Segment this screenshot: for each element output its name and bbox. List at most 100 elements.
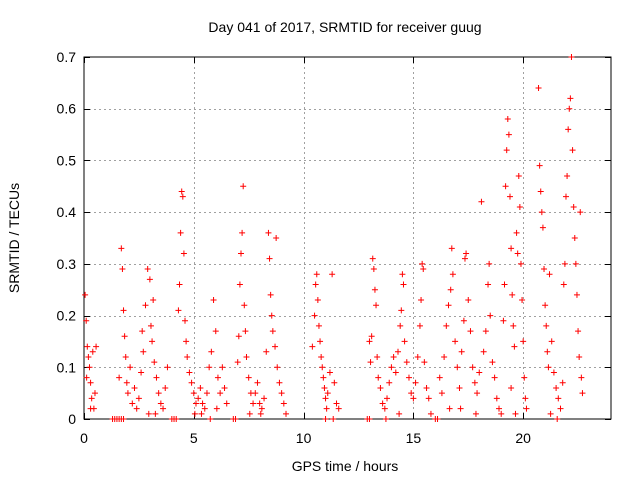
data-point	[438, 390, 445, 397]
data-point	[461, 255, 468, 262]
data-point	[320, 374, 327, 381]
data-point	[160, 405, 167, 412]
data-point	[425, 395, 432, 402]
data-point	[478, 198, 485, 205]
data-point	[173, 416, 180, 422]
data-point	[195, 395, 202, 402]
data-point	[476, 369, 483, 376]
data-point	[179, 193, 186, 200]
data-point	[131, 384, 138, 391]
data-point	[547, 410, 554, 417]
data-point	[313, 271, 320, 278]
data-point	[467, 328, 474, 335]
data-point	[575, 328, 582, 335]
data-point	[278, 390, 285, 397]
data-point	[221, 384, 228, 391]
data-point	[573, 291, 580, 298]
data-point	[412, 379, 419, 386]
x-tick-label: 15	[406, 430, 422, 446]
data-point	[324, 390, 331, 397]
data-point	[263, 348, 270, 355]
data-point	[369, 255, 376, 262]
data-point	[164, 364, 171, 371]
data-point	[509, 291, 516, 298]
data-point	[519, 297, 526, 304]
y-tick-label: 0.6	[57, 101, 77, 117]
data-point	[322, 395, 329, 402]
data-point	[520, 338, 527, 345]
data-point	[388, 364, 395, 371]
y-axis: 0 0.1 0.2 0.3 0.4 0.5 0.6 0.7	[57, 49, 611, 427]
data-point	[276, 379, 283, 386]
data-point	[266, 255, 273, 262]
data-point	[370, 266, 377, 273]
data-point	[543, 322, 550, 329]
data-point	[213, 405, 220, 412]
data-point	[514, 250, 521, 257]
data-point	[121, 333, 128, 340]
data-point	[203, 390, 210, 397]
data-point	[487, 312, 494, 319]
data-point	[274, 364, 281, 371]
data-point	[175, 307, 182, 314]
data-point	[268, 312, 275, 319]
data-point	[283, 410, 290, 417]
data-point	[214, 374, 221, 381]
data-point	[377, 384, 384, 391]
data-point	[280, 400, 287, 407]
data-point	[252, 390, 259, 397]
data-point	[418, 297, 425, 304]
data-point	[182, 317, 189, 324]
data-point	[554, 416, 561, 422]
data-point	[535, 85, 542, 92]
data-point	[400, 281, 407, 288]
data-point	[398, 307, 405, 314]
data-point	[207, 416, 214, 422]
data-point	[472, 410, 479, 417]
data-point	[553, 384, 560, 391]
data-point	[502, 183, 509, 190]
y-tick-label: 0.2	[57, 308, 77, 324]
data-point	[129, 400, 136, 407]
data-point	[88, 395, 95, 402]
data-point	[447, 286, 454, 293]
data-point	[523, 405, 530, 412]
data-point	[538, 209, 545, 216]
data-point	[241, 302, 248, 309]
data-point	[421, 359, 428, 366]
data-point	[559, 379, 566, 386]
data-point	[84, 343, 91, 350]
data-point	[272, 343, 279, 350]
data-point	[562, 193, 569, 200]
data-point	[178, 188, 185, 195]
data-point	[537, 188, 544, 195]
data-point	[542, 302, 549, 309]
data-point	[232, 416, 239, 422]
data-point	[474, 390, 481, 397]
data-point	[150, 297, 157, 304]
data-point	[493, 395, 500, 402]
data-point	[206, 364, 213, 371]
plot-frame	[83, 56, 612, 420]
data-point	[368, 333, 375, 340]
data-point	[506, 193, 513, 200]
data-point	[201, 405, 208, 412]
data-point	[521, 374, 528, 381]
data-point	[191, 410, 198, 417]
data-point	[82, 291, 89, 298]
data-point	[396, 410, 403, 417]
data-point	[245, 374, 252, 381]
x-axis: 0 5 10 15 20	[80, 57, 531, 446]
data-point	[91, 390, 98, 397]
data-point	[317, 338, 324, 345]
x-tick-label: 20	[515, 430, 531, 446]
data-point	[441, 353, 448, 360]
data-point	[577, 209, 584, 216]
data-point	[314, 297, 321, 304]
data-point	[485, 281, 492, 288]
data-point	[87, 379, 94, 386]
data-point	[254, 379, 261, 386]
data-point	[550, 369, 557, 376]
data-point	[379, 400, 386, 407]
data-point	[375, 374, 382, 381]
